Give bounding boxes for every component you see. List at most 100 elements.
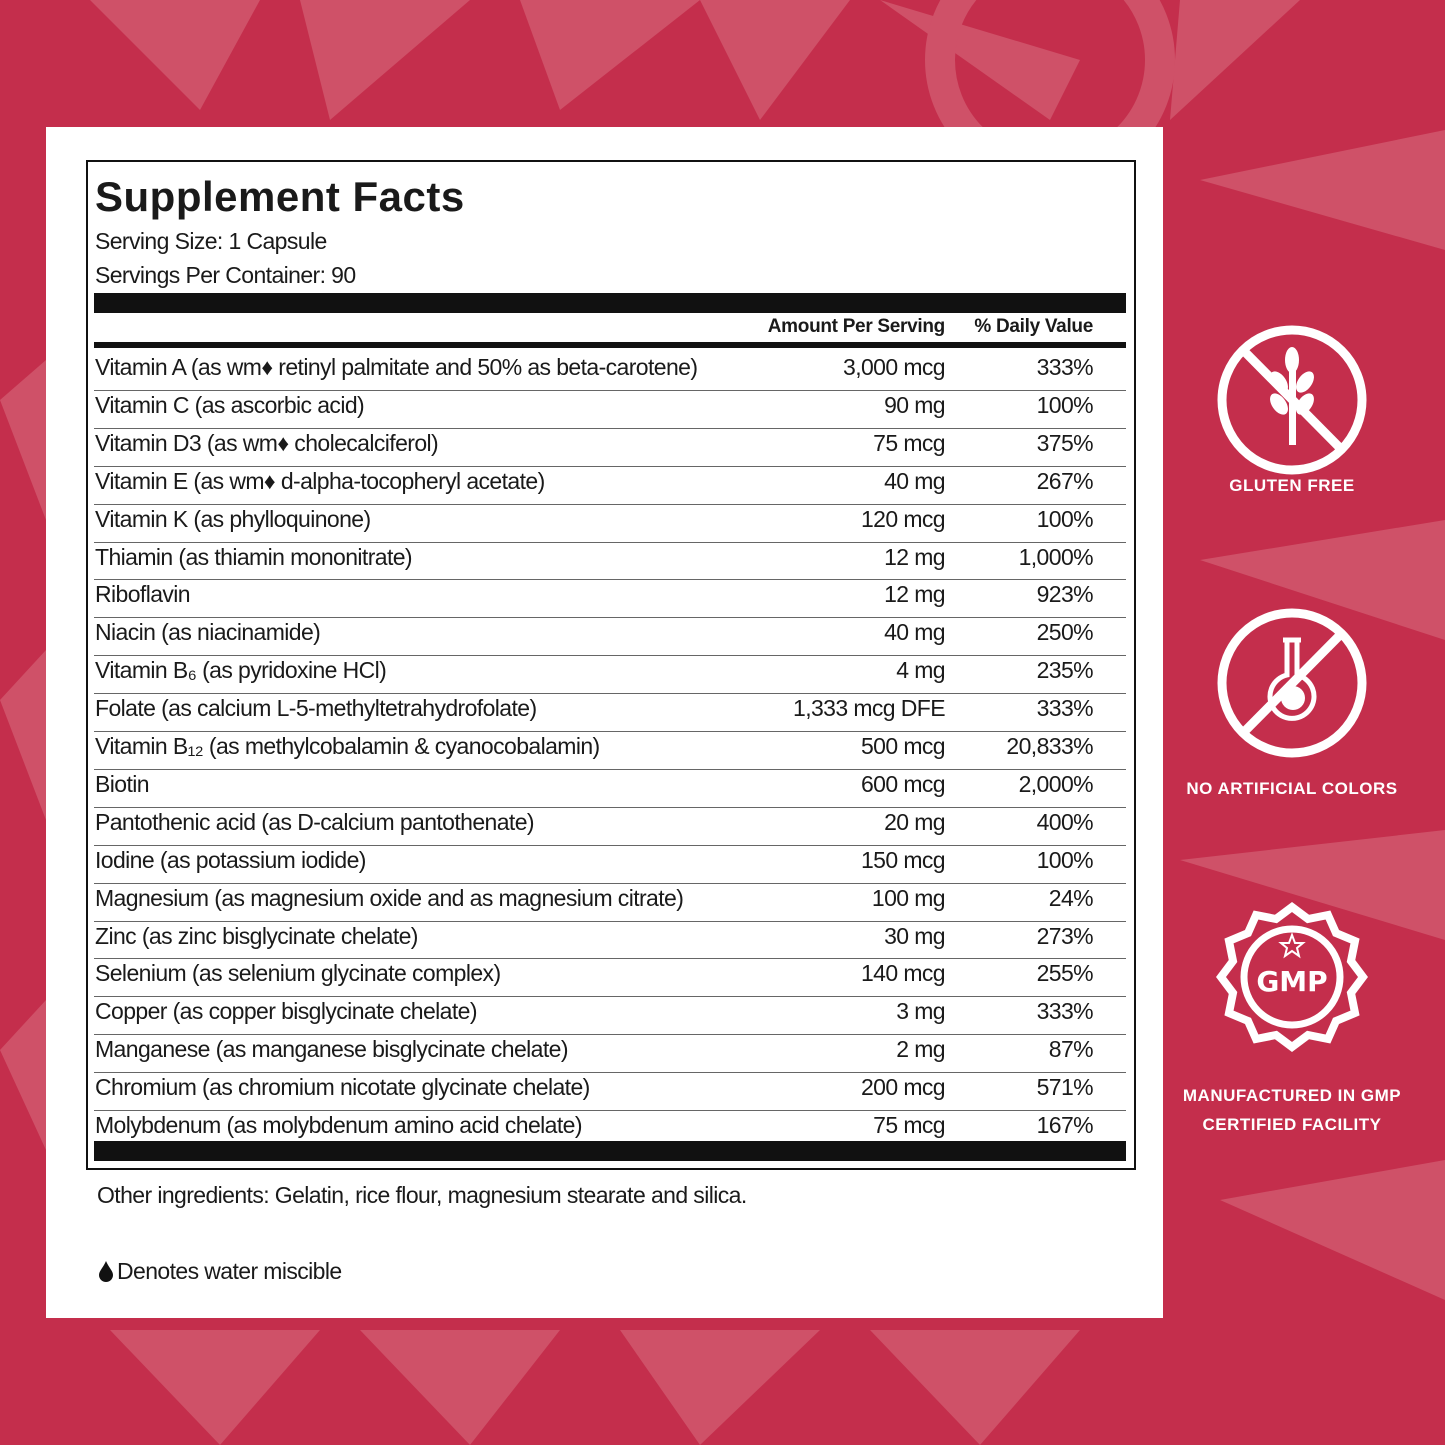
row-line: [94, 579, 1126, 581]
amount: 4 mg: [896, 657, 945, 684]
daily-value: 375%: [1036, 429, 1094, 456]
gmp-icon: GMP: [1216, 902, 1368, 1052]
amount: 2 mg: [896, 1036, 945, 1063]
daily-value: 333%: [1036, 354, 1094, 380]
ingredient-name: Iodine (as potassium iodide): [95, 846, 366, 873]
no-colors-icon: [1217, 608, 1367, 758]
rule: [94, 293, 1126, 313]
daily-value: 235%: [1036, 657, 1094, 684]
servings-per-container: Servings Per Container: 90: [95, 262, 356, 288]
amount: 100 mg: [871, 884, 946, 911]
badge-label: NO ARTIFICIAL COLORS: [1186, 779, 1398, 798]
row-line: [94, 693, 1126, 695]
daily-value: 100%: [1036, 391, 1094, 418]
ingredient-name: Biotin: [95, 770, 150, 797]
gluten-free-icon: [1217, 325, 1367, 475]
ingredient-name: Vitamin B₆ (as pyridoxine HCl): [95, 657, 387, 684]
amount: 20 mg: [884, 808, 946, 835]
row-line: [94, 655, 1126, 657]
column-header: Amount Per Serving: [767, 316, 946, 337]
daily-value: 400%: [1036, 808, 1094, 835]
row-line: [94, 1110, 1126, 1111]
daily-value: 273%: [1036, 922, 1094, 949]
daily-value: 1,000%: [1018, 543, 1094, 570]
panel: [46, 127, 1163, 1318]
amount: 75 mcg: [873, 1112, 945, 1138]
amount: 140 mcg: [860, 960, 946, 987]
ingredient-name: Chromium (as chromium nicotate glycinate…: [95, 1074, 590, 1101]
daily-value: 333%: [1036, 998, 1094, 1025]
daily-value: 923%: [1036, 581, 1094, 608]
row-line: [94, 882, 1126, 884]
row-line: [94, 541, 1126, 543]
amount: 3 mg: [896, 998, 945, 1025]
ingredient-name: Folate (as calcium L-5-methyltetrahydrof…: [95, 695, 537, 722]
row-line: [94, 427, 1126, 429]
row-line: [94, 731, 1126, 732]
ingredient-name: Niacin (as niacinamide): [95, 619, 321, 646]
daily-value: 100%: [1036, 846, 1094, 873]
daily-value: 571%: [1036, 1074, 1094, 1101]
ingredient-name: Vitamin C (as ascorbic acid): [95, 391, 365, 418]
badge-label: GLUTEN FREE: [1229, 476, 1355, 495]
amount: 120 mcg: [860, 505, 946, 532]
row-line: [94, 389, 1126, 391]
serving-size: Serving Size: 1 Capsule: [95, 228, 327, 254]
row-line: [94, 617, 1126, 619]
amount: 3,000 mcg: [843, 354, 946, 380]
ingredient-name: Vitamin K (as phylloquinone): [95, 505, 371, 532]
ingredient-name: Thiamin (as thiamin mononitrate): [95, 543, 413, 570]
daily-value: 255%: [1036, 960, 1094, 987]
daily-value: 333%: [1036, 695, 1094, 722]
daily-value: 24%: [1048, 884, 1094, 911]
ingredient-name: Riboflavin: [95, 581, 191, 608]
amount: 30 mg: [884, 922, 946, 949]
amount: 150 mcg: [860, 846, 946, 873]
amount: 500 mcg: [860, 733, 946, 759]
facts-box: [86, 160, 1136, 1170]
row-line: [94, 503, 1126, 505]
amount: 40 mg: [884, 467, 946, 494]
gmp-text: GMP: [1256, 965, 1327, 998]
daily-value: 267%: [1036, 467, 1094, 494]
daily-value: 167%: [1036, 1112, 1094, 1138]
other-ingredients: Other ingredients: Gelatin, rice flour, …: [97, 1182, 747, 1208]
row-line: [94, 1072, 1126, 1074]
ingredient-name: Vitamin D3 (as wm♦ cholecalciferol): [95, 429, 439, 456]
amount: 200 mcg: [860, 1074, 946, 1101]
row-line: [94, 844, 1126, 846]
ingredient-name: Molybdenum (as molybdenum amino acid che…: [95, 1112, 583, 1138]
amount: 40 mg: [884, 619, 946, 646]
amount: 90 mg: [884, 391, 946, 418]
footnote: Denotes water miscible: [117, 1258, 342, 1284]
amount: 12 mg: [884, 543, 946, 570]
row-line: [94, 958, 1126, 960]
amount: 12 mg: [884, 581, 946, 608]
row-line: [94, 465, 1126, 467]
column-header: % Daily Value: [974, 316, 1093, 337]
row-line: [94, 1034, 1126, 1036]
ingredient-name: Selenium (as selenium glycinate complex): [95, 960, 501, 987]
daily-value: 20,833%: [1006, 733, 1093, 759]
amount: 1,333 mcg DFE: [793, 695, 946, 722]
daily-value: 250%: [1036, 619, 1094, 646]
ingredient-name: Vitamin E (as wm♦ d-alpha-tocopheryl ace…: [95, 467, 545, 494]
daily-value: 100%: [1036, 505, 1094, 532]
badge-label: CERTIFIED FACILITY: [1202, 1115, 1382, 1134]
rule: [94, 1141, 1126, 1161]
row-line: [94, 996, 1126, 998]
daily-value: 87%: [1048, 1036, 1094, 1063]
ingredient-name: Magnesium (as magnesium oxide and as mag…: [95, 884, 684, 911]
ingredient-name: Manganese (as manganese bisglycinate che…: [95, 1036, 569, 1063]
ingredient-name: Pantothenic acid (as D-calcium pantothen…: [95, 808, 535, 835]
ingredient-name: Zinc (as zinc bisglycinate chelate): [95, 922, 418, 949]
amount: 600 mcg: [860, 770, 946, 797]
ingredient-name: Copper (as copper bisglycinate chelate): [95, 998, 477, 1025]
rule: [94, 342, 1126, 348]
droplet-icon: [99, 1261, 113, 1282]
amount: 75 mcg: [873, 429, 945, 456]
ingredient-name: Vitamin A (as wm♦ retinyl palmitate and …: [95, 354, 698, 380]
row-line: [94, 920, 1126, 922]
